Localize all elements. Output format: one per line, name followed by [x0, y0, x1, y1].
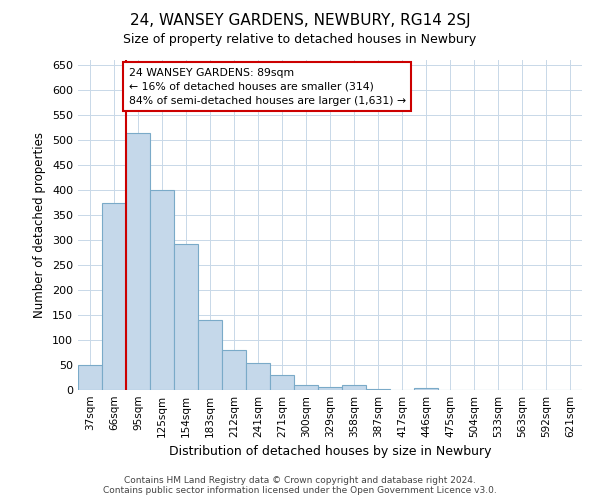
Bar — [294, 384, 318, 390]
Bar — [198, 320, 222, 390]
Y-axis label: Number of detached properties: Number of detached properties — [34, 132, 46, 318]
X-axis label: Distribution of detached houses by size in Newbury: Distribution of detached houses by size … — [169, 446, 491, 458]
Bar — [78, 365, 102, 390]
Bar — [174, 244, 198, 390]
Bar — [150, 190, 174, 390]
Bar — [414, 388, 438, 390]
Text: 24 WANSEY GARDENS: 89sqm
← 16% of detached houses are smaller (314)
84% of semi-: 24 WANSEY GARDENS: 89sqm ← 16% of detach… — [129, 68, 406, 106]
Bar — [342, 384, 366, 390]
Text: 24, WANSEY GARDENS, NEWBURY, RG14 2SJ: 24, WANSEY GARDENS, NEWBURY, RG14 2SJ — [130, 12, 470, 28]
Text: Size of property relative to detached houses in Newbury: Size of property relative to detached ho… — [124, 32, 476, 46]
Bar — [126, 132, 150, 390]
Bar — [318, 386, 342, 390]
Bar — [222, 350, 246, 390]
Text: Contains HM Land Registry data © Crown copyright and database right 2024.
Contai: Contains HM Land Registry data © Crown c… — [103, 476, 497, 495]
Bar — [102, 202, 126, 390]
Bar — [366, 388, 390, 390]
Bar — [246, 362, 270, 390]
Bar — [270, 375, 294, 390]
